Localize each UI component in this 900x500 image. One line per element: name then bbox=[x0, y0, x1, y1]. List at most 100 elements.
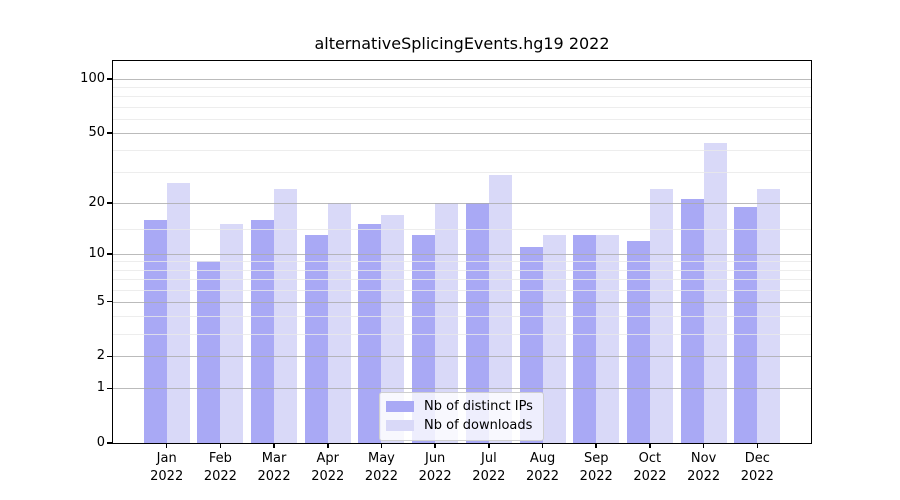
bar-distinct-ips-dec bbox=[734, 206, 758, 443]
legend-label-distinct-ips: Nb of distinct IPs bbox=[424, 399, 533, 414]
x-tick bbox=[756, 443, 759, 448]
bar-downloads-feb bbox=[220, 224, 244, 443]
gridline-minor bbox=[113, 316, 811, 318]
x-tick-label-year: 2022 bbox=[687, 468, 721, 484]
legend-swatch-downloads bbox=[386, 420, 414, 431]
x-tick-label-year: 2022 bbox=[525, 468, 560, 484]
x-tick-label-year: 2022 bbox=[740, 468, 774, 484]
x-tick bbox=[541, 443, 544, 448]
bar-distinct-ips-feb bbox=[197, 261, 221, 443]
y-tick bbox=[106, 355, 112, 358]
x-tick-label-month: Jun bbox=[424, 451, 446, 466]
gridline-minor bbox=[113, 261, 811, 263]
x-tick-label-year: 2022 bbox=[472, 468, 506, 484]
x-tick-label-year: 2022 bbox=[257, 468, 291, 484]
gridline-major bbox=[113, 388, 811, 390]
bar-downloads-nov bbox=[703, 142, 727, 443]
y-tick-label: 20 bbox=[88, 194, 105, 210]
x-tick bbox=[380, 443, 383, 448]
y-tick-label: 100 bbox=[80, 71, 105, 86]
gridline-minor bbox=[113, 118, 811, 120]
gridline-minor bbox=[113, 278, 811, 280]
legend-item-distinct-ips: Nb of distinct IPs bbox=[380, 397, 543, 416]
y-tick bbox=[106, 132, 112, 134]
chart-title: alternativeSplicingEvents.hg19 2022 bbox=[314, 34, 610, 53]
grid-layer bbox=[113, 61, 811, 443]
gridline-major bbox=[113, 132, 811, 134]
bar-distinct-ips-jan bbox=[143, 219, 167, 443]
x-tick-label-year: 2022 bbox=[203, 468, 237, 484]
bar-distinct-ips-may bbox=[358, 224, 382, 443]
gridline-minor bbox=[113, 269, 811, 271]
x-tick-label-month: Sep bbox=[583, 451, 609, 466]
bar-distinct-ips-jun bbox=[412, 234, 436, 443]
x-tick-label: Mar 2022 bbox=[242, 450, 306, 485]
gridline-major bbox=[113, 301, 811, 303]
x-tick-label: May 2022 bbox=[349, 450, 413, 485]
gridline-minor bbox=[113, 333, 811, 335]
gridline-minor bbox=[113, 96, 811, 98]
gridline-minor bbox=[113, 150, 811, 152]
legend-label-downloads: Nb of downloads bbox=[424, 418, 533, 433]
bar-distinct-ips-sep bbox=[573, 234, 597, 443]
bar-downloads-jul bbox=[488, 174, 512, 443]
x-tick-label-month: May bbox=[368, 451, 395, 466]
x-tick-label: Jun 2022 bbox=[403, 450, 467, 485]
x-tick-label-year: 2022 bbox=[633, 468, 667, 484]
gridline-major bbox=[113, 356, 811, 358]
x-tick bbox=[327, 443, 329, 448]
gridline-minor bbox=[113, 229, 811, 231]
bar-distinct-ips-jul bbox=[465, 202, 489, 443]
x-tick-label-month: Jan bbox=[156, 451, 177, 466]
x-tick bbox=[649, 443, 651, 448]
y-tick-label: 5 bbox=[96, 293, 105, 309]
x-tick bbox=[219, 443, 222, 448]
x-tick-label-month: Dec bbox=[744, 451, 770, 466]
x-tick bbox=[273, 443, 275, 448]
x-tick bbox=[165, 443, 168, 448]
gridline-major bbox=[113, 253, 811, 255]
x-tick-label: Sep 2022 bbox=[564, 450, 628, 485]
y-tick-label: 1 bbox=[96, 380, 105, 396]
x-tick bbox=[434, 443, 436, 448]
x-tick-label-year: 2022 bbox=[150, 468, 184, 484]
y-tick bbox=[106, 78, 112, 80]
x-tick-label-month: Nov bbox=[690, 451, 717, 466]
bar-downloads-jun bbox=[435, 202, 459, 443]
x-tick-label: Feb 2022 bbox=[188, 450, 252, 485]
x-tick-label-year: 2022 bbox=[418, 468, 452, 484]
gridline-minor bbox=[113, 87, 811, 89]
x-tick-label-month: Aug bbox=[529, 451, 556, 466]
gridline-major bbox=[113, 79, 811, 80]
bar-distinct-ips-apr bbox=[304, 234, 328, 443]
legend-swatch-distinct-ips bbox=[386, 401, 414, 412]
x-tick-label: Dec 2022 bbox=[725, 450, 789, 485]
y-tick bbox=[106, 442, 112, 444]
y-tick bbox=[106, 253, 112, 255]
gridline-minor bbox=[113, 106, 811, 108]
y-tick-label: 0 bbox=[96, 435, 105, 450]
x-tick-label-month: Oct bbox=[638, 451, 662, 466]
x-tick-label-month: Feb bbox=[208, 451, 232, 466]
x-tick bbox=[702, 443, 705, 448]
legend: Nb of distinct IPs Nb of downloads bbox=[379, 392, 544, 441]
x-tick-label-month: Apr bbox=[316, 451, 340, 466]
x-tick-label: Apr 2022 bbox=[296, 450, 360, 485]
x-tick bbox=[595, 443, 597, 448]
x-tick-label: Jan 2022 bbox=[135, 450, 199, 485]
bar-distinct-ips-nov bbox=[680, 199, 704, 443]
bar-downloads-aug bbox=[542, 234, 566, 443]
bar-distinct-ips-mar bbox=[251, 219, 275, 443]
gridline-minor bbox=[113, 172, 811, 174]
bar-distinct-ips-oct bbox=[626, 240, 650, 443]
x-tick-label: Jul 2022 bbox=[457, 450, 521, 485]
bar-downloads-may bbox=[381, 215, 405, 443]
gridline-major bbox=[113, 202, 811, 204]
x-tick-label-year: 2022 bbox=[311, 468, 345, 484]
bar-downloads-sep bbox=[596, 234, 620, 443]
y-tick bbox=[106, 202, 112, 204]
x-tick-label: Aug 2022 bbox=[511, 450, 575, 485]
x-tick-label-year: 2022 bbox=[579, 468, 613, 484]
y-tick-label: 2 bbox=[96, 348, 105, 364]
